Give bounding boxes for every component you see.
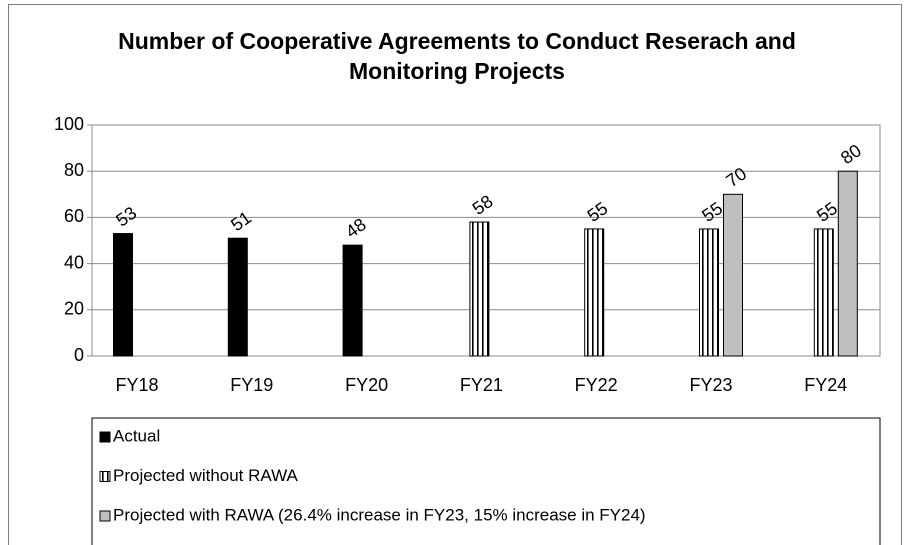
- bar: [113, 233, 133, 357]
- legend-label: Projected without RAWA: [113, 466, 299, 485]
- y-tick-label: 60: [64, 206, 84, 226]
- data-label: 53: [112, 203, 140, 231]
- bar: [469, 221, 490, 357]
- y-tick-label: 20: [64, 299, 84, 319]
- bar: [699, 228, 719, 357]
- data-label: 58: [469, 191, 497, 219]
- x-tick-label: FY18: [115, 375, 158, 395]
- bar: [837, 170, 858, 357]
- bar: [342, 244, 363, 357]
- legend-box: [91, 417, 881, 545]
- x-tick-label: FY21: [460, 375, 503, 395]
- bar: [723, 193, 743, 357]
- data-label: 80: [837, 140, 865, 168]
- x-tick-label: FY19: [230, 375, 273, 395]
- x-tick-label: FY20: [345, 375, 388, 395]
- y-tick-label: 80: [64, 160, 84, 180]
- legend-label: Projected with RAWA (26.4% increase in F…: [113, 505, 646, 524]
- legend-swatch: [99, 431, 111, 443]
- legend-swatch: [99, 510, 111, 522]
- y-tick-label: 40: [64, 252, 84, 272]
- y-tick-label: 0: [74, 345, 84, 365]
- chart-frame: [8, 4, 902, 545]
- x-tick-label: FY24: [804, 375, 847, 395]
- chart-title: Number of Cooperative Agreements to Cond…: [118, 28, 796, 84]
- data-label: 55: [813, 198, 841, 226]
- legend-label: Actual: [113, 426, 160, 445]
- data-label: 51: [227, 207, 255, 235]
- legend: Actual Projected without RAWA Projected wi…: [99, 426, 646, 524]
- x-tick-label: FY22: [575, 375, 618, 395]
- x-tick-label: FY23: [689, 375, 732, 395]
- data-label: 70: [722, 163, 750, 191]
- y-tick-label: 100: [54, 114, 84, 134]
- legend-swatch: [99, 471, 111, 482]
- data-label: 55: [698, 198, 726, 226]
- bar: [584, 228, 605, 357]
- bar: [227, 237, 248, 357]
- data-label: 48: [342, 214, 370, 242]
- bar: [813, 228, 834, 357]
- data-label: 55: [584, 198, 612, 226]
